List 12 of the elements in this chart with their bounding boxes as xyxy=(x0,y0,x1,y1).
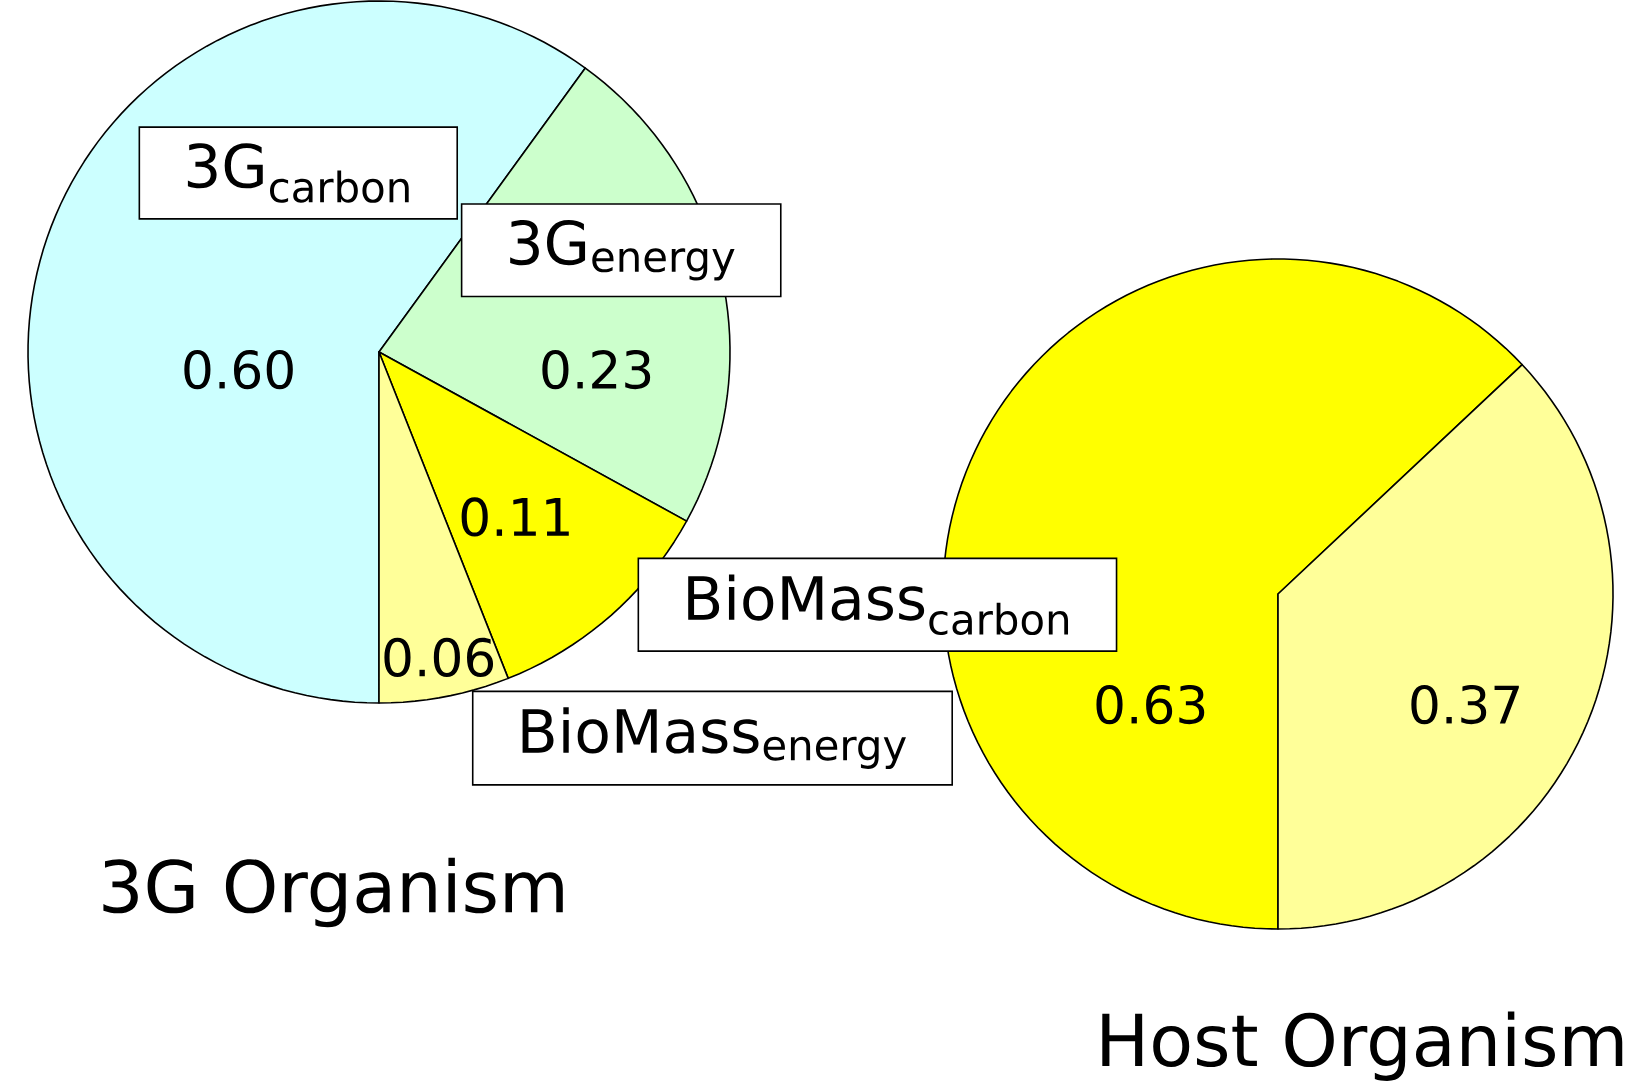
data-label: 0.23 xyxy=(542,349,651,390)
slice-label: 3G$_{carbon}$ xyxy=(187,143,409,203)
data-label: 0.11 xyxy=(461,497,569,537)
data-label: 0.37 xyxy=(1411,684,1519,725)
text: Host Organism xyxy=(1102,1011,1623,1081)
text: 3G Organism xyxy=(103,857,563,928)
slice-label: 3G$_{energy}$ xyxy=(510,219,735,281)
data-label: 0.63 xyxy=(1096,684,1205,725)
slice-label: BioMass$_{energy}$ xyxy=(522,707,906,769)
data-label: 0.60 xyxy=(184,349,293,390)
data-label: 0.06 xyxy=(384,637,494,677)
slice-label: BioMass$_{carbon}$ xyxy=(688,574,1069,636)
